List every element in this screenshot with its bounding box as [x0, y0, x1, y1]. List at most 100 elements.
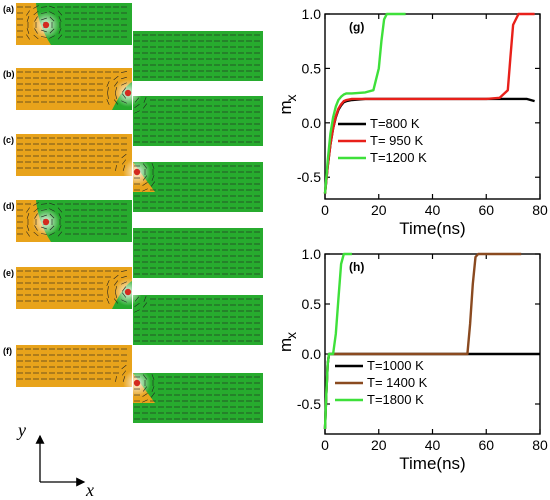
- chart-panel-label: (h): [349, 260, 364, 274]
- spin-arrow: [107, 92, 109, 100]
- spin-arrow: [26, 225, 30, 231]
- panel-label: (d): [3, 201, 15, 211]
- legend-label: T=1000 K: [367, 358, 424, 373]
- spin-arrow: [41, 214, 47, 218]
- legend-label: T= 950 K: [370, 133, 423, 148]
- spin-arrow: [49, 11, 55, 15]
- spin-arrow: [58, 225, 62, 231]
- spin-arrow: [40, 209, 48, 211]
- spin-arrow: [115, 164, 117, 172]
- spin-arrow: [134, 296, 140, 302]
- spin-arrow: [121, 87, 127, 93]
- spin-arrow: [34, 213, 38, 219]
- series-line: [323, 97, 535, 194]
- spin-arrow: [57, 34, 63, 40]
- spin-arrow: [33, 231, 39, 237]
- panel: (d): [3, 200, 263, 278]
- spin-arrow: [142, 374, 148, 380]
- spin-arrow: [57, 10, 63, 16]
- spin-arrow: [41, 17, 47, 21]
- spin-arrow: [113, 274, 119, 280]
- vortex-core: [42, 21, 50, 29]
- spin-arrow: [49, 5, 55, 9]
- spin-arrow: [134, 303, 140, 307]
- spin-arrow: [106, 99, 110, 105]
- spin-arrow: [41, 226, 47, 230]
- spin-arrow: [40, 203, 48, 205]
- spin-arrow: [121, 76, 127, 80]
- y-tick-label: -0.5: [297, 396, 321, 412]
- left-domain-strip: [16, 345, 132, 387]
- spin-arrow: [121, 286, 127, 292]
- spin-arrow: [41, 29, 47, 33]
- y-axis-subscript: x: [283, 95, 299, 102]
- spin-arrow: [33, 10, 39, 16]
- spin-arrow: [142, 163, 148, 169]
- y-tick-label: 1.0: [302, 6, 322, 22]
- switched-region: [36, 3, 132, 45]
- spin-arrow: [113, 75, 119, 81]
- spin-arrow: [120, 71, 128, 73]
- y-axis-label: m: [276, 100, 295, 114]
- spin-arrow: [113, 280, 119, 286]
- spin-arrow: [151, 374, 155, 380]
- y-axis-label: m: [276, 338, 295, 352]
- x-axis-label: Time(ns): [399, 219, 465, 238]
- y-tick-label: 0.0: [302, 346, 322, 362]
- spin-arrow: [113, 81, 119, 87]
- panel-label: (b): [3, 69, 15, 79]
- spin-arrow: [34, 225, 38, 231]
- right-domain-strip: [133, 31, 263, 81]
- y-tick-label: 1.0: [302, 246, 322, 262]
- spin-arrow: [40, 6, 48, 8]
- spin-arrow: [57, 231, 63, 237]
- panel: (b): [3, 68, 263, 146]
- y-tick-label: 0.5: [302, 296, 322, 312]
- spin-arrow: [107, 291, 109, 299]
- spin-arrow: [121, 364, 127, 370]
- spin-arrow: [142, 386, 148, 392]
- spin-arrow: [121, 299, 127, 303]
- spin-arrow: [34, 16, 38, 22]
- spin-arrow: [142, 188, 148, 192]
- vortex-core: [124, 89, 132, 97]
- spin-arrow: [121, 100, 127, 104]
- spin-arrow: [49, 225, 55, 231]
- spin-arrow: [49, 232, 55, 236]
- spin-arrow: [113, 99, 119, 105]
- spin-arrow: [120, 270, 128, 272]
- spin-arrow: [115, 375, 117, 383]
- y-axis-letter: y: [16, 420, 26, 440]
- spin-arrow: [33, 5, 39, 9]
- series-line: [323, 12, 535, 194]
- spin-arrow: [58, 28, 62, 34]
- spin-arrow: [114, 292, 118, 298]
- spin-arrow: [121, 82, 127, 86]
- spin-arrow: [26, 231, 30, 237]
- right-domain-strip: [133, 162, 263, 212]
- spin-arrow: [114, 93, 118, 99]
- spin-arrow: [150, 181, 156, 187]
- x-axis-label: Time(ns): [399, 454, 465, 473]
- spin-arrow: [113, 298, 119, 304]
- vortex-core: [133, 168, 141, 176]
- y-tick-label: 0.5: [302, 60, 322, 76]
- spin-arrow: [26, 28, 30, 34]
- vortex-core: [133, 379, 141, 387]
- y-tick-label: 0.0: [302, 115, 322, 131]
- spin-arrow: [122, 165, 126, 171]
- spin-arrow: [33, 34, 39, 40]
- coordinate-axes: y x: [16, 420, 94, 500]
- legend-label: T=1800 K: [367, 392, 424, 407]
- x-tick-label: 0: [321, 202, 329, 218]
- spin-arrow: [121, 159, 127, 165]
- legend-label: T=1200 K: [370, 150, 427, 165]
- spin-arrow: [134, 110, 140, 114]
- spin-arrow: [151, 386, 155, 392]
- spin-arrow: [26, 213, 30, 219]
- spin-arrow: [121, 153, 127, 159]
- right-domain-strip: [133, 228, 263, 278]
- spin-arrow: [142, 182, 148, 186]
- legend-label: T=800 K: [370, 116, 420, 131]
